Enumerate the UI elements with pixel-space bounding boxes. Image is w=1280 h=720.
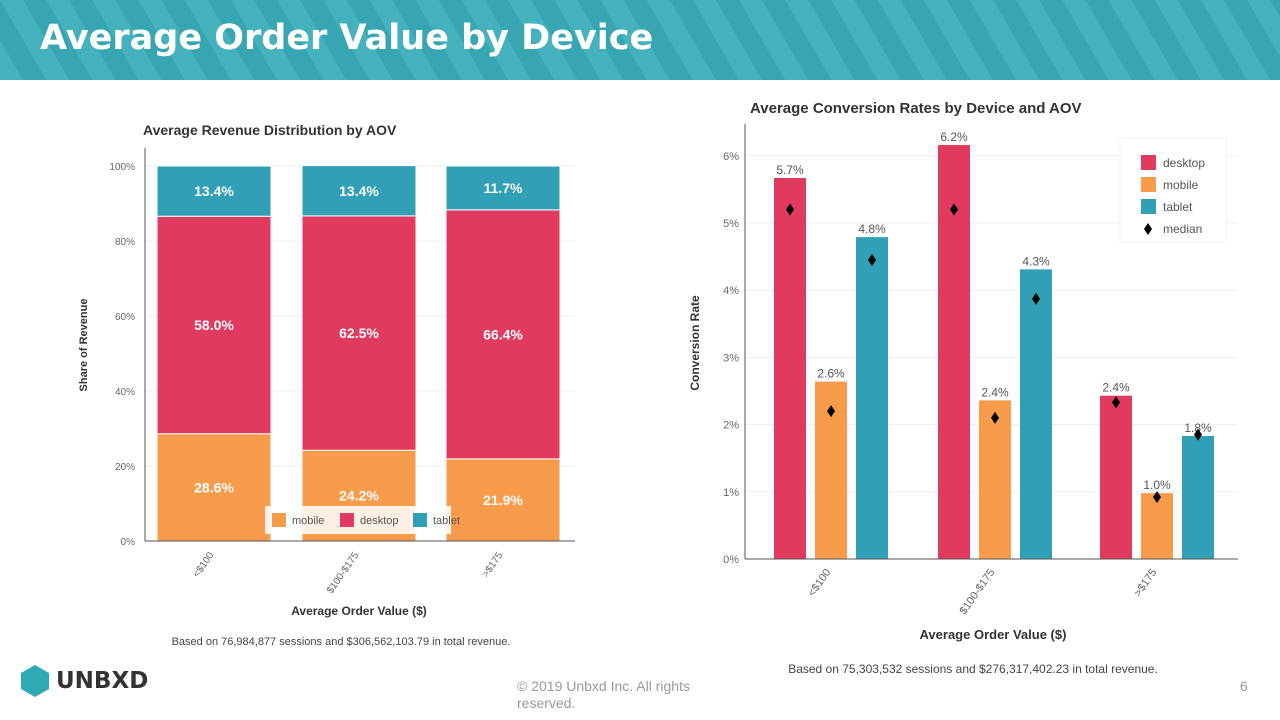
legend-label: median bbox=[1163, 222, 1202, 236]
legend-label: desktop bbox=[360, 515, 399, 527]
y-tick-label: 2% bbox=[723, 420, 739, 432]
y-tick-label: 60% bbox=[115, 312, 135, 323]
legend-label: mobile bbox=[292, 515, 324, 527]
x-axis-label: Average Order Value ($) bbox=[291, 604, 427, 618]
data-label: 13.4% bbox=[339, 183, 379, 199]
bar-desktop bbox=[774, 178, 806, 559]
data-label: 1.0% bbox=[1143, 478, 1171, 492]
legend-swatch-tablet bbox=[1141, 199, 1156, 214]
logo-text: UNBXD bbox=[56, 668, 148, 694]
y-tick-label: 0% bbox=[723, 554, 739, 566]
legend-swatch-mobile bbox=[272, 513, 286, 527]
y-tick-label: 6% bbox=[723, 151, 739, 163]
legend-label: mobile bbox=[1163, 178, 1199, 192]
chart-note: Based on 76,984,877 sessions and $306,56… bbox=[172, 636, 511, 648]
x-tick-label: $100-$175 bbox=[325, 550, 362, 596]
x-tick-label: $100-$175 bbox=[957, 567, 997, 617]
data-label: 11.7% bbox=[484, 180, 523, 196]
x-axis-label: Average Order Value ($) bbox=[920, 627, 1067, 642]
data-label: 6.2% bbox=[940, 130, 968, 144]
legend-swatch-desktop bbox=[340, 513, 354, 527]
hexagon-logo-icon bbox=[20, 664, 50, 698]
data-label: 62.5% bbox=[339, 325, 379, 341]
data-label: 2.4% bbox=[981, 385, 1009, 399]
data-label: 58.0% bbox=[194, 317, 234, 333]
chart-title: Average Revenue Distribution by AOV bbox=[143, 122, 397, 138]
bar-desktop bbox=[1100, 396, 1132, 559]
x-tick-label: >$175 bbox=[1132, 567, 1160, 599]
data-label: 2.6% bbox=[817, 367, 845, 381]
y-tick-label: 80% bbox=[115, 237, 135, 248]
data-label: 2.4% bbox=[1102, 381, 1130, 395]
y-tick-label: 20% bbox=[115, 462, 135, 473]
y-tick-label: 3% bbox=[723, 352, 739, 364]
page-number: 6 bbox=[1240, 678, 1248, 694]
y-tick-label: 1% bbox=[723, 487, 739, 499]
y-axis-label: Share of Revenue bbox=[78, 299, 90, 392]
legend-label: tablet bbox=[1163, 200, 1193, 214]
legend-label: desktop bbox=[1163, 156, 1205, 170]
logo: UNBXD bbox=[20, 664, 148, 698]
y-tick-label: 5% bbox=[723, 218, 739, 230]
data-label: 21.9% bbox=[483, 492, 523, 508]
legend-swatch-mobile bbox=[1141, 177, 1156, 192]
data-label: 4.8% bbox=[858, 222, 886, 236]
bar-tablet bbox=[856, 237, 888, 559]
chart-note: Based on 75,303,532 sessions and $276,31… bbox=[788, 662, 1158, 676]
y-tick-label: 40% bbox=[115, 387, 135, 398]
data-label: 5.7% bbox=[776, 163, 804, 177]
data-label: 24.2% bbox=[339, 488, 379, 504]
x-tick-label: <$100 bbox=[191, 550, 216, 580]
bar-mobile bbox=[979, 400, 1011, 559]
copyright: © 2019 Unbxd Inc. All rights reserved. bbox=[517, 678, 727, 712]
data-label: 13.4% bbox=[194, 183, 234, 199]
chart-title: Average Conversion Rates by Device and A… bbox=[750, 100, 1082, 117]
data-label: 28.6% bbox=[194, 479, 234, 495]
y-tick-label: 4% bbox=[723, 285, 739, 297]
y-axis-label: Conversion Rate bbox=[688, 295, 702, 391]
y-tick-label: 100% bbox=[109, 162, 135, 173]
legend-swatch-tablet bbox=[413, 513, 427, 527]
legend-label: tablet bbox=[433, 515, 460, 527]
data-label: 66.4% bbox=[483, 326, 523, 342]
legend-swatch-desktop bbox=[1141, 155, 1156, 170]
bar-tablet bbox=[1182, 436, 1214, 559]
bar-tablet bbox=[1020, 269, 1052, 559]
y-tick-label: 0% bbox=[121, 537, 136, 548]
x-tick-label: >$175 bbox=[480, 550, 505, 580]
x-tick-label: <$100 bbox=[806, 567, 834, 599]
data-label: 4.3% bbox=[1022, 254, 1050, 268]
